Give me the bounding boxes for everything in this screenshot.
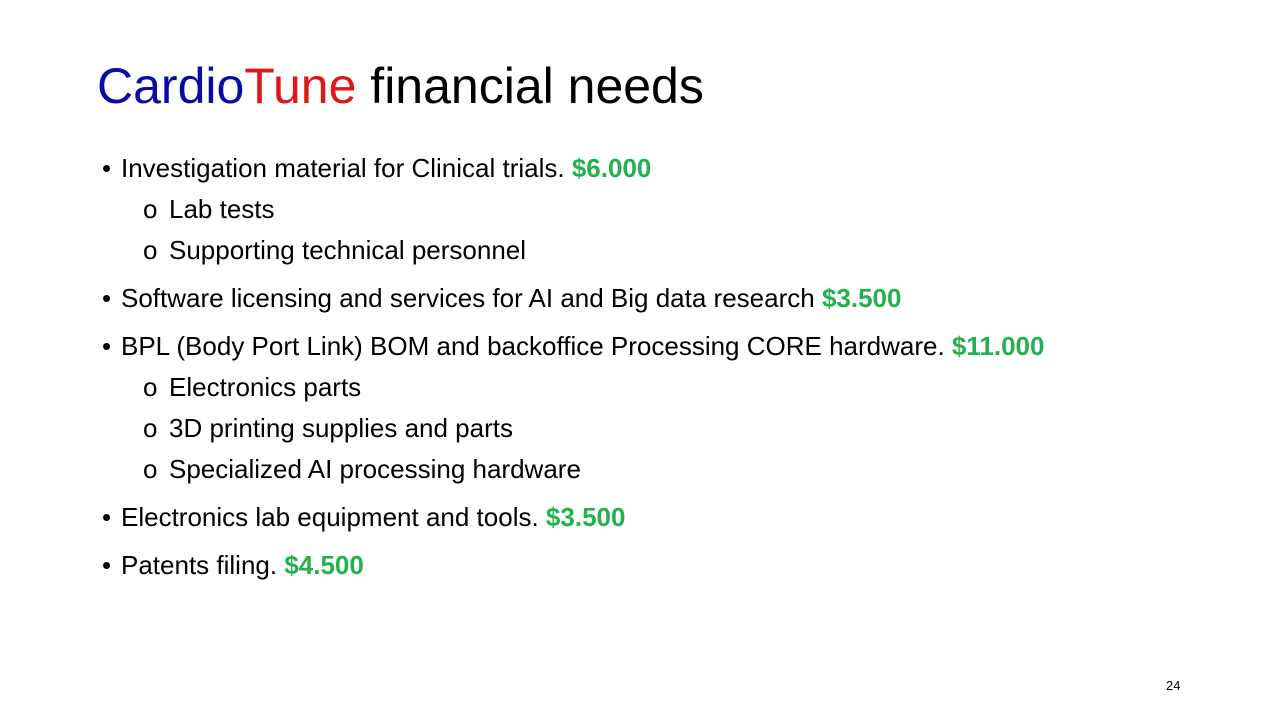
slide-title: CardioTune financial needs [97, 50, 704, 122]
sub-list-item: o Supporting technical personnel [102, 232, 1252, 269]
sub-item-text: 3D printing supplies and parts [169, 413, 513, 443]
sub-item-text: Electronics parts [169, 372, 362, 402]
title-rest: financial needs [356, 58, 704, 114]
sub-list-item: o Specialized AI processing hardware [102, 451, 1252, 488]
item-text: BPL (Body Port Link) BOM and backoffice … [121, 331, 952, 361]
item-amount: $3.500 [545, 502, 626, 532]
bullet-icon: • [102, 153, 112, 183]
sub-item-text: Lab tests [169, 194, 275, 224]
bullet-line: • Software licensing and services for AI … [102, 280, 1252, 317]
item-text: Software licensing and services for AI a… [121, 283, 822, 313]
item-text: Investigation material for Clinical tria… [121, 153, 572, 183]
sub-bullet-icon: o [143, 372, 158, 402]
sub-list-item: o Lab tests [102, 191, 1252, 228]
list-item: • Patents filing. $4.500 [102, 547, 1252, 584]
item-text: Electronics lab equipment and tools. [121, 502, 546, 532]
financial-needs-list: • Investigation material for Clinical tri… [102, 150, 1252, 595]
bullet-icon: • [102, 331, 112, 361]
sub-list: o Electronics parts o 3D printing supplies… [102, 369, 1252, 488]
page-number: 24 [1166, 678, 1181, 693]
list-item: • BPL (Body Port Link) BOM and backoffice… [102, 328, 1252, 488]
list-item: • Software licensing and services for AI … [102, 280, 1252, 317]
bullet-icon: • [102, 550, 112, 580]
title-cardio: Cardio [97, 58, 245, 114]
bullet-line: • Electronics lab equipment and tools. $3… [102, 499, 1252, 536]
sub-bullet-icon: o [143, 194, 158, 224]
sub-item-text: Specialized AI processing hardware [169, 454, 581, 484]
bullet-line: • BPL (Body Port Link) BOM and backoffice… [102, 328, 1252, 365]
item-amount: $11.000 [951, 331, 1045, 361]
item-amount: $4.500 [284, 550, 364, 580]
item-amount: $3.500 [821, 283, 902, 313]
list-item: • Investigation material for Clinical tri… [102, 150, 1252, 269]
sub-bullet-icon: o [143, 413, 158, 443]
list-item: • Electronics lab equipment and tools. $3… [102, 499, 1252, 536]
sub-list: o Lab tests o Supporting technical personn… [102, 191, 1252, 269]
sub-bullet-icon: o [143, 235, 158, 265]
bullet-icon: • [102, 502, 112, 532]
sub-bullet-icon: o [143, 454, 158, 484]
bullet-line: • Investigation material for Clinical tri… [102, 150, 1252, 187]
sub-item-text: Supporting technical personnel [169, 235, 527, 265]
sub-list-item: o 3D printing supplies and parts [102, 410, 1252, 447]
title-tune: Tune [244, 58, 357, 114]
bullet-line: • Patents filing. $4.500 [102, 547, 1252, 584]
sub-list-item: o Electronics parts [102, 369, 1252, 406]
bullet-icon: • [102, 283, 112, 313]
item-amount: $6.000 [571, 153, 652, 183]
item-text: Patents filing. [121, 550, 285, 580]
